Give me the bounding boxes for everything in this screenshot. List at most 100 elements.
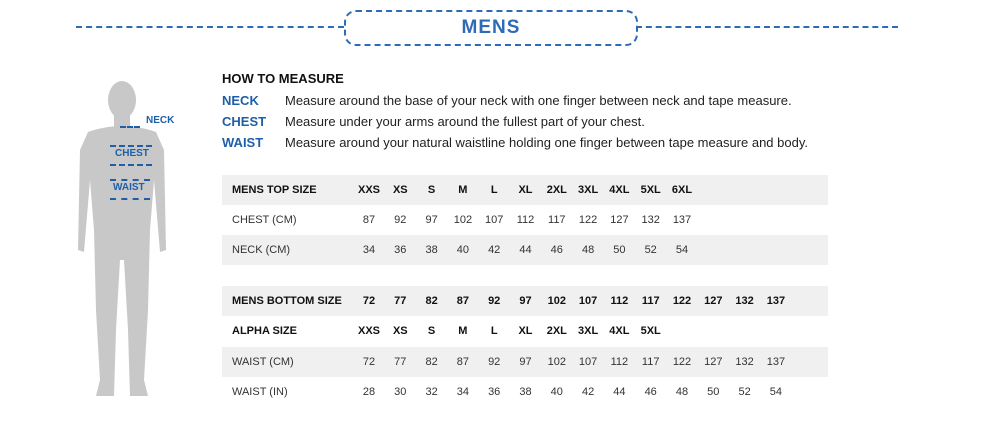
table-cell: 40 (550, 386, 563, 398)
table-cell: 42 (488, 244, 501, 256)
table-cell: 132 (641, 214, 660, 226)
neck-marker (120, 126, 140, 128)
table-cell: XL (518, 325, 533, 337)
table-cell: 54 (769, 386, 783, 398)
table-cell: 132 (735, 356, 754, 368)
table-cell: 5XL (640, 184, 661, 196)
table-cell: 4XL (609, 184, 630, 196)
bottom-table-row: WAIST (CM) 72 77 82 87 92 97 102 107 112 117 122 127… (222, 347, 828, 377)
table-cell: 82 (425, 356, 438, 368)
table-cell: 127 (704, 356, 723, 368)
table-cell: 46 (550, 244, 563, 256)
table-cell: 40 (456, 244, 470, 256)
table-cell: 44 (613, 386, 626, 398)
table-cell: 3XL (578, 325, 599, 337)
waist-marker-bottom (110, 198, 150, 200)
table-cell: 117 (548, 214, 566, 226)
row-label: MENS TOP SIZE (232, 184, 317, 196)
measure-text: Measure around your natural waistline ho… (285, 135, 808, 150)
table-cell: XS (392, 325, 408, 337)
table-cell: 107 (578, 295, 598, 307)
table-cell: 2XL (546, 325, 567, 337)
section-title: MENS (344, 10, 638, 46)
table-cell: L (490, 325, 498, 337)
measure-text: Measure under your arms around the fulle… (285, 114, 645, 129)
table-cell: 52 (738, 386, 751, 398)
table-cell: 87 (456, 295, 470, 307)
table-cell: 52 (644, 244, 657, 256)
measure-chest: CHEST Measure under your arms around the … (222, 114, 645, 129)
table-cell: 122 (578, 214, 598, 226)
table-cell: S (427, 325, 436, 337)
table-cell: 28 (362, 386, 376, 398)
table-cell: 87 (362, 214, 376, 226)
table-cell: 44 (519, 244, 532, 256)
measure-key: CHEST (222, 114, 267, 129)
table-cell: 137 (766, 356, 786, 368)
top-table-row: CHEST (CM) 87 92 97 102 107 112 117 122 127 132 137 (222, 205, 828, 235)
table-cell: 48 (675, 386, 689, 398)
figure-waist-label: WAIST (113, 182, 145, 193)
table-cell: 5XL (640, 325, 661, 337)
table-cell: 72 (362, 356, 376, 368)
table-cell: 50 (707, 386, 720, 398)
table-cell: 2XL (546, 184, 567, 196)
bottom-table-row: MENS BOTTOM SIZE 72 77 82 87 92 97 102 107 112 117… (222, 286, 828, 316)
measure-neck: NECK Measure around the base of your neck… (222, 93, 792, 108)
how-to-heading: HOW TO MEASURE (222, 71, 344, 86)
table-cell: 112 (610, 356, 629, 368)
table-cell: XS (392, 184, 408, 196)
table-cell: XXS (357, 184, 380, 196)
table-cell: 117 (641, 356, 660, 368)
table-cell: 132 (735, 295, 754, 307)
table-cell: 38 (519, 386, 532, 398)
table-cell: 112 (516, 214, 535, 226)
table-cell: 50 (613, 244, 626, 256)
table-cell: 34 (456, 386, 470, 398)
table-cell: 54 (675, 244, 689, 256)
table-cell: 97 (425, 214, 438, 226)
table-cell: 107 (485, 214, 504, 226)
table-cell: M (458, 184, 468, 196)
table-cell: S (427, 184, 436, 196)
measure-waist: WAIST Measure around your natural waistli… (222, 135, 808, 150)
row-label: NECK (CM) (232, 244, 291, 256)
table-cell: 127 (704, 295, 723, 307)
table-cell: 137 (672, 214, 692, 226)
figure-neck-label: NECK (146, 115, 175, 126)
table-cell: 97 (519, 356, 532, 368)
table-cell: 36 (394, 244, 407, 256)
table-cell: XXS (357, 325, 380, 337)
table-cell: 3XL (578, 184, 599, 196)
measure-text: Measure around the base of your neck wit… (285, 93, 792, 108)
table-cell: 137 (766, 295, 786, 307)
table-cell: 102 (547, 356, 566, 368)
table-cell: 48 (581, 244, 595, 256)
table-cell: 36 (488, 386, 501, 398)
table-cell: 38 (425, 244, 438, 256)
bottom-table-row: WAIST (IN) 28 30 32 34 36 38 40 42 44 46 48 50 52 54 (222, 377, 828, 407)
table-cell: XL (518, 184, 533, 196)
divider-left (76, 26, 344, 28)
table-cell: 46 (644, 386, 657, 398)
table-cell: 102 (547, 295, 566, 307)
table-cell: 107 (578, 356, 598, 368)
table-cell: L (490, 184, 498, 196)
table-cell: 122 (672, 356, 692, 368)
table-cell: 92 (488, 356, 501, 368)
table-cell: 102 (453, 214, 473, 226)
body-silhouette (78, 81, 166, 396)
table-cell: 32 (425, 386, 438, 398)
table-cell: 6XL (671, 184, 693, 196)
table-cell: 82 (425, 295, 438, 307)
row-label: CHEST (CM) (232, 214, 297, 226)
row-label: MENS BOTTOM SIZE (232, 295, 342, 307)
table-cell: 117 (641, 295, 660, 307)
chest-marker-top (110, 145, 152, 147)
divider-right (636, 26, 898, 28)
top-table-row: NECK (CM) 34 36 38 40 42 44 46 48 50 52 54 (222, 235, 828, 265)
row-label: ALPHA SIZE (232, 325, 297, 337)
table-cell: 97 (519, 295, 532, 307)
waist-marker-top (110, 179, 150, 181)
table-cell: 77 (394, 356, 407, 368)
